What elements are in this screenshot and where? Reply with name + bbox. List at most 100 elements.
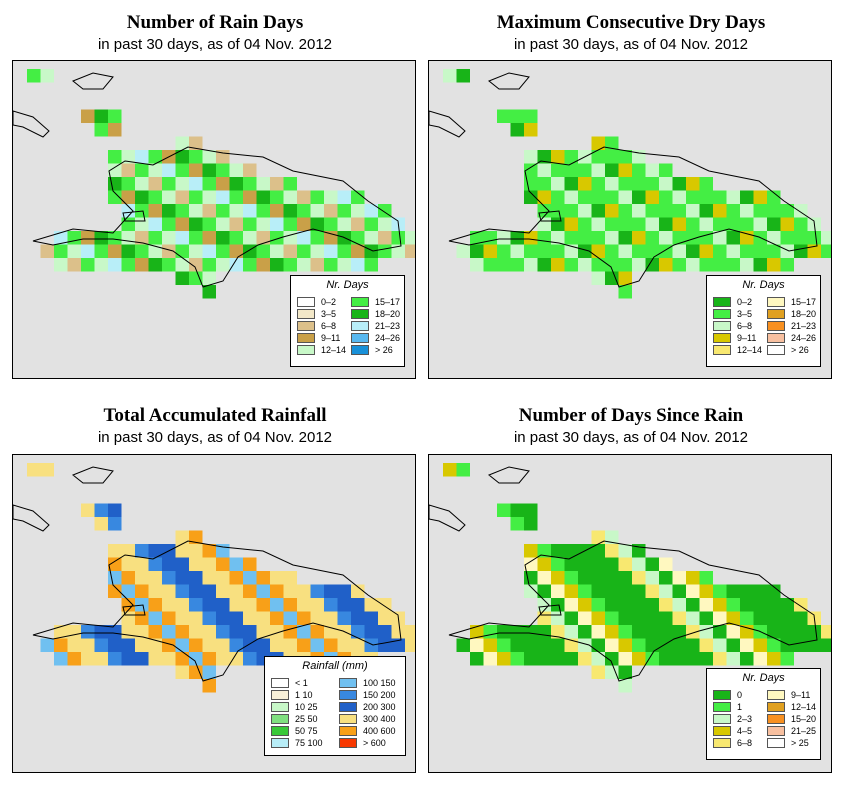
grid-cell [364, 217, 378, 231]
grid-cell [175, 584, 189, 598]
grid-cell [456, 244, 470, 258]
grid-cell [175, 598, 189, 612]
grid-cell [189, 652, 203, 666]
grid-cell [537, 625, 551, 639]
grid-cell [135, 150, 149, 164]
grid-cell [324, 258, 338, 272]
legend-label: 3–5 [321, 309, 337, 319]
grid-cell [175, 217, 189, 231]
grid-cell [740, 652, 754, 666]
grid-cell [27, 69, 41, 83]
grid-cell [175, 625, 189, 639]
legend-label: 18–20 [791, 309, 817, 319]
grid-cell [405, 638, 415, 652]
grid-cell [364, 204, 378, 218]
grid-cell [364, 625, 378, 639]
grid-cell [256, 190, 270, 204]
grid-cell [537, 638, 551, 652]
legend-item: 15–20 [767, 713, 817, 725]
grid-cell [54, 625, 68, 639]
grid-cell [510, 109, 524, 123]
grid-cell [202, 217, 216, 231]
grid-cell [564, 177, 578, 191]
grid-cell [780, 244, 794, 258]
grid-cell [672, 204, 686, 218]
grid-cell [713, 638, 727, 652]
grid-cell [672, 177, 686, 191]
grid-cell [564, 231, 578, 245]
grid-cell [443, 69, 457, 83]
grid-cell [510, 258, 524, 272]
grid-cell [524, 177, 538, 191]
grid-cell [645, 652, 659, 666]
grid-cell [591, 150, 605, 164]
grid-cell [510, 638, 524, 652]
grid-cell [108, 625, 122, 639]
grid-cell [378, 611, 392, 625]
grid-cell [40, 69, 54, 83]
panel-3-title: Total Accumulated Rainfall [103, 405, 327, 426]
grid-cell [645, 231, 659, 245]
legend-swatch [767, 345, 785, 355]
grid-cell [578, 571, 592, 585]
legend-swatch [767, 309, 785, 319]
grid-cell [524, 150, 538, 164]
grid-cell [618, 271, 632, 285]
grid-cell [216, 571, 230, 585]
grid-cell [229, 584, 243, 598]
legend-label: 400 600 [363, 726, 396, 736]
grid-cell [740, 204, 754, 218]
grid-cell [659, 204, 673, 218]
grid-cell [753, 190, 767, 204]
grid-cell [189, 271, 203, 285]
grid-cell [270, 204, 284, 218]
grid-cell [524, 638, 538, 652]
grid-cell [121, 244, 135, 258]
legend-days-since-rain: Nr. Days 0 1 2–3 4–5 6–8 9–11 12–14 15–20 21–25 >… [706, 668, 821, 760]
grid-cell [645, 571, 659, 585]
grid-cell [780, 217, 794, 231]
grid-cell [310, 204, 324, 218]
grid-cell [337, 611, 351, 625]
grid-cell [591, 571, 605, 585]
grid-cell [632, 231, 646, 245]
grid-cell [175, 177, 189, 191]
grid-cell [162, 244, 176, 258]
grid-cell [283, 625, 297, 639]
grid-cell [632, 571, 646, 585]
grid-cell [551, 258, 565, 272]
grid-cell [551, 217, 565, 231]
grid-cell [767, 258, 781, 272]
grid-cell [135, 217, 149, 231]
legend-item: 12–14 [713, 344, 763, 356]
grid-cell [108, 244, 122, 258]
legend-label: 0 [737, 690, 743, 700]
grid-cell [524, 544, 538, 558]
grid-cell [189, 136, 203, 150]
grid-cell [297, 638, 311, 652]
grid-cell [283, 638, 297, 652]
legend-item: 3–5 [713, 308, 763, 320]
grid-cell [310, 231, 324, 245]
grid-cell [591, 584, 605, 598]
grid-cell [94, 231, 108, 245]
grid-cell [175, 136, 189, 150]
grid-cell [202, 557, 216, 571]
map-rain-days [12, 60, 416, 379]
legend-item: > 600 [339, 737, 403, 749]
grid-cell [189, 217, 203, 231]
grid-cell [618, 557, 632, 571]
grid-cell [148, 244, 162, 258]
grid-cell [297, 598, 311, 612]
grid-cell [713, 217, 727, 231]
grid-cell [148, 584, 162, 598]
grid-cell [591, 638, 605, 652]
grid-cell [821, 625, 831, 639]
grid-cell [351, 217, 365, 231]
legend-swatch [767, 702, 785, 712]
grid-cell [524, 571, 538, 585]
grid-cell [135, 544, 149, 558]
grid-cell [605, 530, 619, 544]
grid-cell [162, 204, 176, 218]
grid-cell [202, 150, 216, 164]
